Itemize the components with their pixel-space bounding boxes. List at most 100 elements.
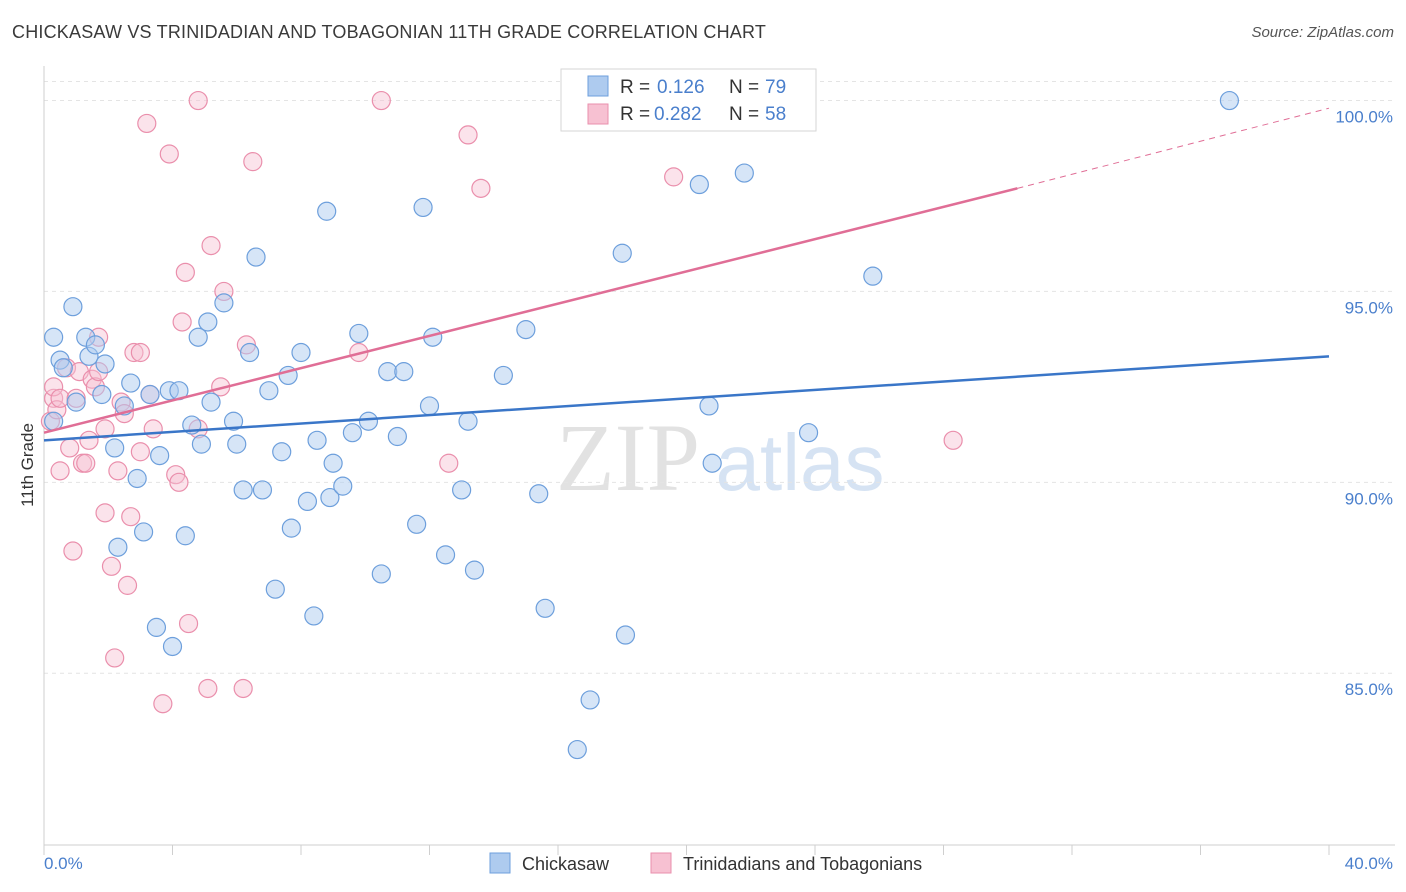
chickasaw-point [281,518,301,538]
y-tick-label: 90.0% [1345,489,1393,508]
chickasaw-point [317,201,337,221]
trinidadian-point [943,430,963,450]
source-credit: Source: ZipAtlas.com [1251,24,1394,41]
chickasaw-trend-line [43,355,1330,442]
trinidadian-point [124,342,144,363]
chickasaw-point [108,537,128,557]
legend-n-value-1: 79 [765,77,786,98]
trinidadian-point [95,419,115,439]
chickasaw-point [734,163,754,183]
chickasaw-point [349,323,369,344]
chickasaw-point [121,373,141,393]
chickasaw-points [44,90,1240,760]
trinidadian-point [63,541,83,561]
trinidadian-point [121,507,141,527]
chickasaw-point [223,411,244,431]
chickasaw-point [140,384,160,405]
chickasaw-point [371,564,391,584]
chickasaw-point [863,266,883,286]
watermark-zip: ZIP [556,404,700,511]
chickasaw-point [435,545,456,565]
chickasaw-point [452,480,472,500]
chickasaw-point [162,636,183,657]
trinidadian-point [159,144,179,164]
legend-n-label-1: N = [729,77,759,98]
trinidadian-point [143,419,163,439]
chickasaw-point [323,453,343,473]
bottom-legend: Chickasaw Trinidadians and Tobagonians [489,852,922,874]
trinidadian-trend-extension [1017,107,1330,189]
trinidadian-point [172,312,192,332]
trinidadian-point [108,461,128,481]
chickasaw-point [146,617,167,637]
trinidadian-point [130,442,150,462]
chickasaw-point [252,480,273,500]
trinidadian-point [153,694,173,714]
trinidadian-point [458,125,478,145]
chickasaw-point [191,434,212,454]
chickasaw-point [198,312,218,332]
chickasaw-point [615,625,636,645]
chickasaw-point [358,411,379,431]
chickasaw-point [127,468,147,489]
chickasaw-point [233,480,253,500]
bottom-legend-swatch-trinidadian [650,852,672,874]
y-tick-labels: 85.0% 90.0% 95.0% 100.0% [1335,108,1393,700]
chickasaw-point [407,514,427,534]
top-legend: R = 0.126 N = 79 R = 0.282 N = 58 [560,68,817,132]
y-tick-label: 85.0% [1345,680,1393,699]
trinidadian-point [178,613,199,634]
chickasaw-point [304,606,324,626]
trinidadian-trend-line [43,187,1018,434]
y-tick-label: 95.0% [1345,298,1393,317]
bottom-legend-trinidadian: Trinidadians and Tobagonians [683,854,922,874]
chickasaw-point [516,320,536,340]
trinidadian-point [101,556,122,576]
chickasaw-point [95,354,115,374]
chickasaw-point [699,396,719,416]
chickasaw-point [66,392,86,412]
legend-r-value-2: 0.282 [654,104,702,125]
chickasaw-point [214,293,234,313]
chickasaw-point [259,381,279,401]
x-tick-label-max: 40.0% [1345,854,1393,873]
chickasaw-point [246,247,266,267]
legend-swatch-chickasaw [587,75,609,97]
chickasaw-point [227,434,247,454]
chickasaw-point [612,243,632,263]
trinidadian-point [130,342,150,363]
chickasaw-point [291,342,311,363]
chickasaw-point [297,491,318,512]
chickasaw-point [333,476,353,496]
chickasaw-point [201,392,221,412]
chickasaw-point [272,442,292,462]
chickasaw-point [689,174,709,195]
legend-r-label-2: R = [620,104,650,125]
legend-swatch-trinidadian [587,103,609,125]
chickasaw-point [394,362,414,382]
trinidadian-points [40,90,963,714]
bottom-legend-swatch-chickasaw [489,852,511,874]
trend-lines [43,107,1330,442]
trinidadian-point [243,152,263,172]
legend-n-value-2: 58 [765,104,786,125]
trinidadian-point [175,262,195,282]
trinidadian-point [169,472,189,492]
x-tick-label-min: 0.0% [44,854,83,873]
chickasaw-point [702,453,722,473]
trinidadian-point [471,178,491,198]
chickasaw-point [44,327,64,347]
chickasaw-point [798,423,819,443]
chickasaw-point [150,445,170,466]
trinidadian-point [137,113,157,134]
chickasaw-point [1219,90,1240,111]
chickasaw-point [92,384,112,405]
chickasaw-point [567,739,587,760]
y-tick-label: 100.0% [1335,108,1393,127]
trinidadian-point [50,461,70,481]
trinidadian-point [198,678,218,699]
chickasaw-point [535,598,555,618]
chickasaw-point [580,690,600,710]
chickasaw-point [105,438,125,458]
